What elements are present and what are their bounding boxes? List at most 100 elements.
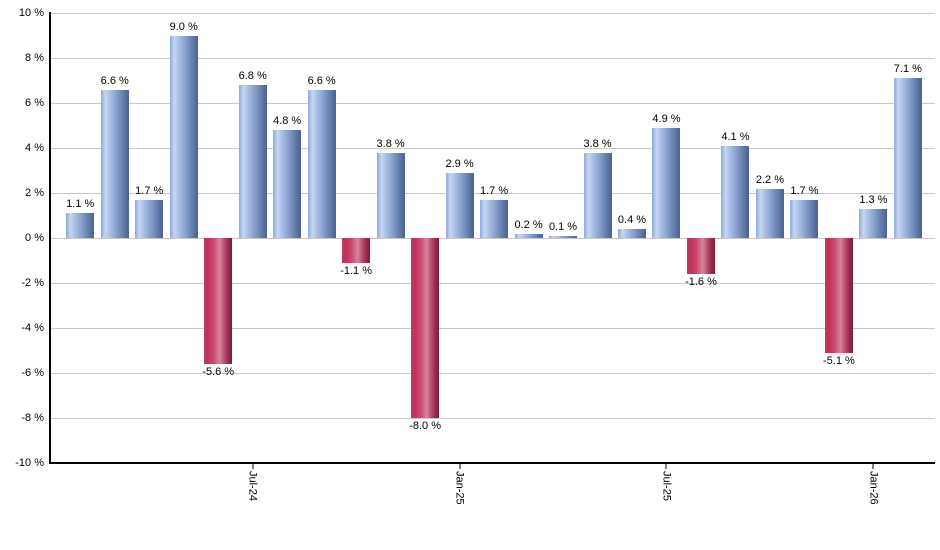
bar-value-label: 7.1 % [893, 63, 922, 76]
gridline [51, 58, 935, 59]
positive-bar [169, 35, 198, 238]
y-tick-label: -2 % [21, 277, 44, 289]
bar-value-label: 1.7 % [135, 184, 164, 197]
bar-slot: 4.1 % [718, 13, 752, 463]
positive-bar [445, 172, 474, 238]
negative-bar [686, 238, 715, 274]
negative-bar [824, 238, 853, 353]
positive-bar [721, 145, 750, 238]
positive-bar [307, 89, 336, 238]
y-tick-label: 10 % [18, 7, 44, 19]
gridline [51, 148, 935, 149]
bar-value-label: -1.1 % [340, 264, 373, 277]
positive-bar [893, 78, 922, 238]
y-tick-label: 6 % [25, 97, 44, 109]
bar-slot: 3.8 % [373, 13, 407, 463]
positive-bar [652, 127, 681, 238]
y-tick-label: -10 % [15, 457, 44, 469]
bar-value-label: 2.9 % [445, 157, 474, 170]
bar-slot: 6.6 % [97, 13, 131, 463]
bar-slot: 7.1 % [891, 13, 925, 463]
positive-bar [135, 199, 164, 238]
bar-slot: -5.6 % [201, 13, 235, 463]
y-tick-label: -4 % [21, 322, 44, 334]
positive-bar [376, 152, 405, 238]
y-tick-label: 2 % [25, 187, 44, 199]
x-tick-mark [459, 462, 461, 469]
bar-slot: 4.9 % Jul-25 [649, 13, 683, 501]
bar-value-label: 1.7 % [479, 184, 509, 197]
bar-slot: 9.0 % [166, 13, 200, 463]
bar-slot: 6.6 % [304, 13, 338, 463]
bar-value-label: -5.1 % [823, 354, 855, 367]
y-tick-label: 0 % [25, 232, 44, 244]
bar-value-label: 2.2 % [755, 173, 784, 186]
positive-bar [583, 152, 612, 238]
positive-bar [273, 130, 302, 238]
bar-slot: 0.1 % [546, 13, 580, 463]
bar-value-label: 1.3 % [859, 193, 888, 206]
y-axis-line [49, 12, 51, 464]
bar-value-label: -5.6 % [202, 366, 235, 378]
bar-slot: 2.9 % Jan-25 [442, 13, 476, 505]
negative-bar [204, 238, 233, 364]
bar-value-label: 4.9 % [652, 112, 681, 125]
gridline [51, 103, 935, 104]
bar-value-label: 1.1 % [66, 198, 95, 211]
bar-value-label: 6.6 % [307, 74, 336, 87]
bar-value-label: 9.0 % [169, 20, 198, 33]
gridline [51, 238, 935, 239]
bar-value-label: 6.6 % [100, 74, 129, 87]
gridline [51, 13, 935, 14]
y-tick-label: 4 % [25, 142, 44, 154]
bar-value-label: 3.8 % [583, 137, 612, 150]
y-tick-label: 8 % [25, 52, 44, 64]
bar-slot: 3.8 % [580, 13, 614, 463]
bar-slot: -8.0 % [408, 13, 442, 463]
bar-slot: 1.1 % [63, 13, 97, 463]
bar-slot: -1.6 % [684, 13, 718, 463]
y-axis-labels: 10 % 8 % 6 % 4 % 2 % 0 % -2 % -4 % -6 % -8 % -10 % [0, 7, 44, 469]
x-tick-label: Jan-25 [453, 471, 466, 505]
bar-slot: 1.7 % [787, 13, 821, 463]
x-tick-mark [665, 462, 667, 469]
bar-slot: -5.1 % [822, 13, 856, 463]
bar-value-label: -1.6 % [685, 276, 717, 288]
positive-bar [617, 229, 646, 238]
positive-bar [549, 235, 578, 238]
bar-value-label: 4.1 % [721, 130, 750, 143]
x-tick-mark [252, 462, 254, 469]
positive-bar [66, 213, 95, 238]
positive-bar [514, 233, 543, 238]
positive-bar [755, 188, 784, 238]
gridline [51, 283, 935, 284]
negative-bar [342, 238, 371, 263]
x-tick-label: Jan-26 [867, 471, 880, 505]
y-tick-label: -8 % [21, 412, 44, 424]
x-tick-label: Jul-25 [660, 471, 673, 501]
x-tick-label: Jul-24 [246, 471, 259, 501]
gridline [51, 373, 935, 374]
gridline [51, 328, 935, 329]
bar-value-label: 6.8 % [238, 70, 267, 82]
positive-bar [790, 199, 819, 238]
bar-slot: -1.1 % [339, 13, 373, 463]
positive-bar [238, 85, 267, 238]
plot-area: 1.1 % 6.6 % 1.7 % 9.0 % -5.6 % 6.8 % Jul-24 4.8… [51, 13, 935, 505]
positive-bar [859, 208, 888, 238]
gridline [51, 418, 935, 419]
negative-bar [411, 238, 440, 418]
positive-bar [480, 199, 509, 238]
x-axis-line [49, 462, 935, 464]
positive-bar [100, 89, 129, 238]
bar-value-label: 0.2 % [514, 218, 543, 231]
y-tick-label: -6 % [21, 367, 44, 379]
bar-slot: 4.8 % [270, 13, 304, 463]
bar-slot: 1.7 % [477, 13, 511, 463]
bar-slot: 0.2 % [511, 13, 545, 463]
bar-value-label: 0.4 % [617, 214, 647, 226]
bar-value-label: 0.1 % [548, 220, 578, 233]
bar-slot: 2.2 % [753, 13, 787, 463]
gridline [51, 193, 935, 194]
